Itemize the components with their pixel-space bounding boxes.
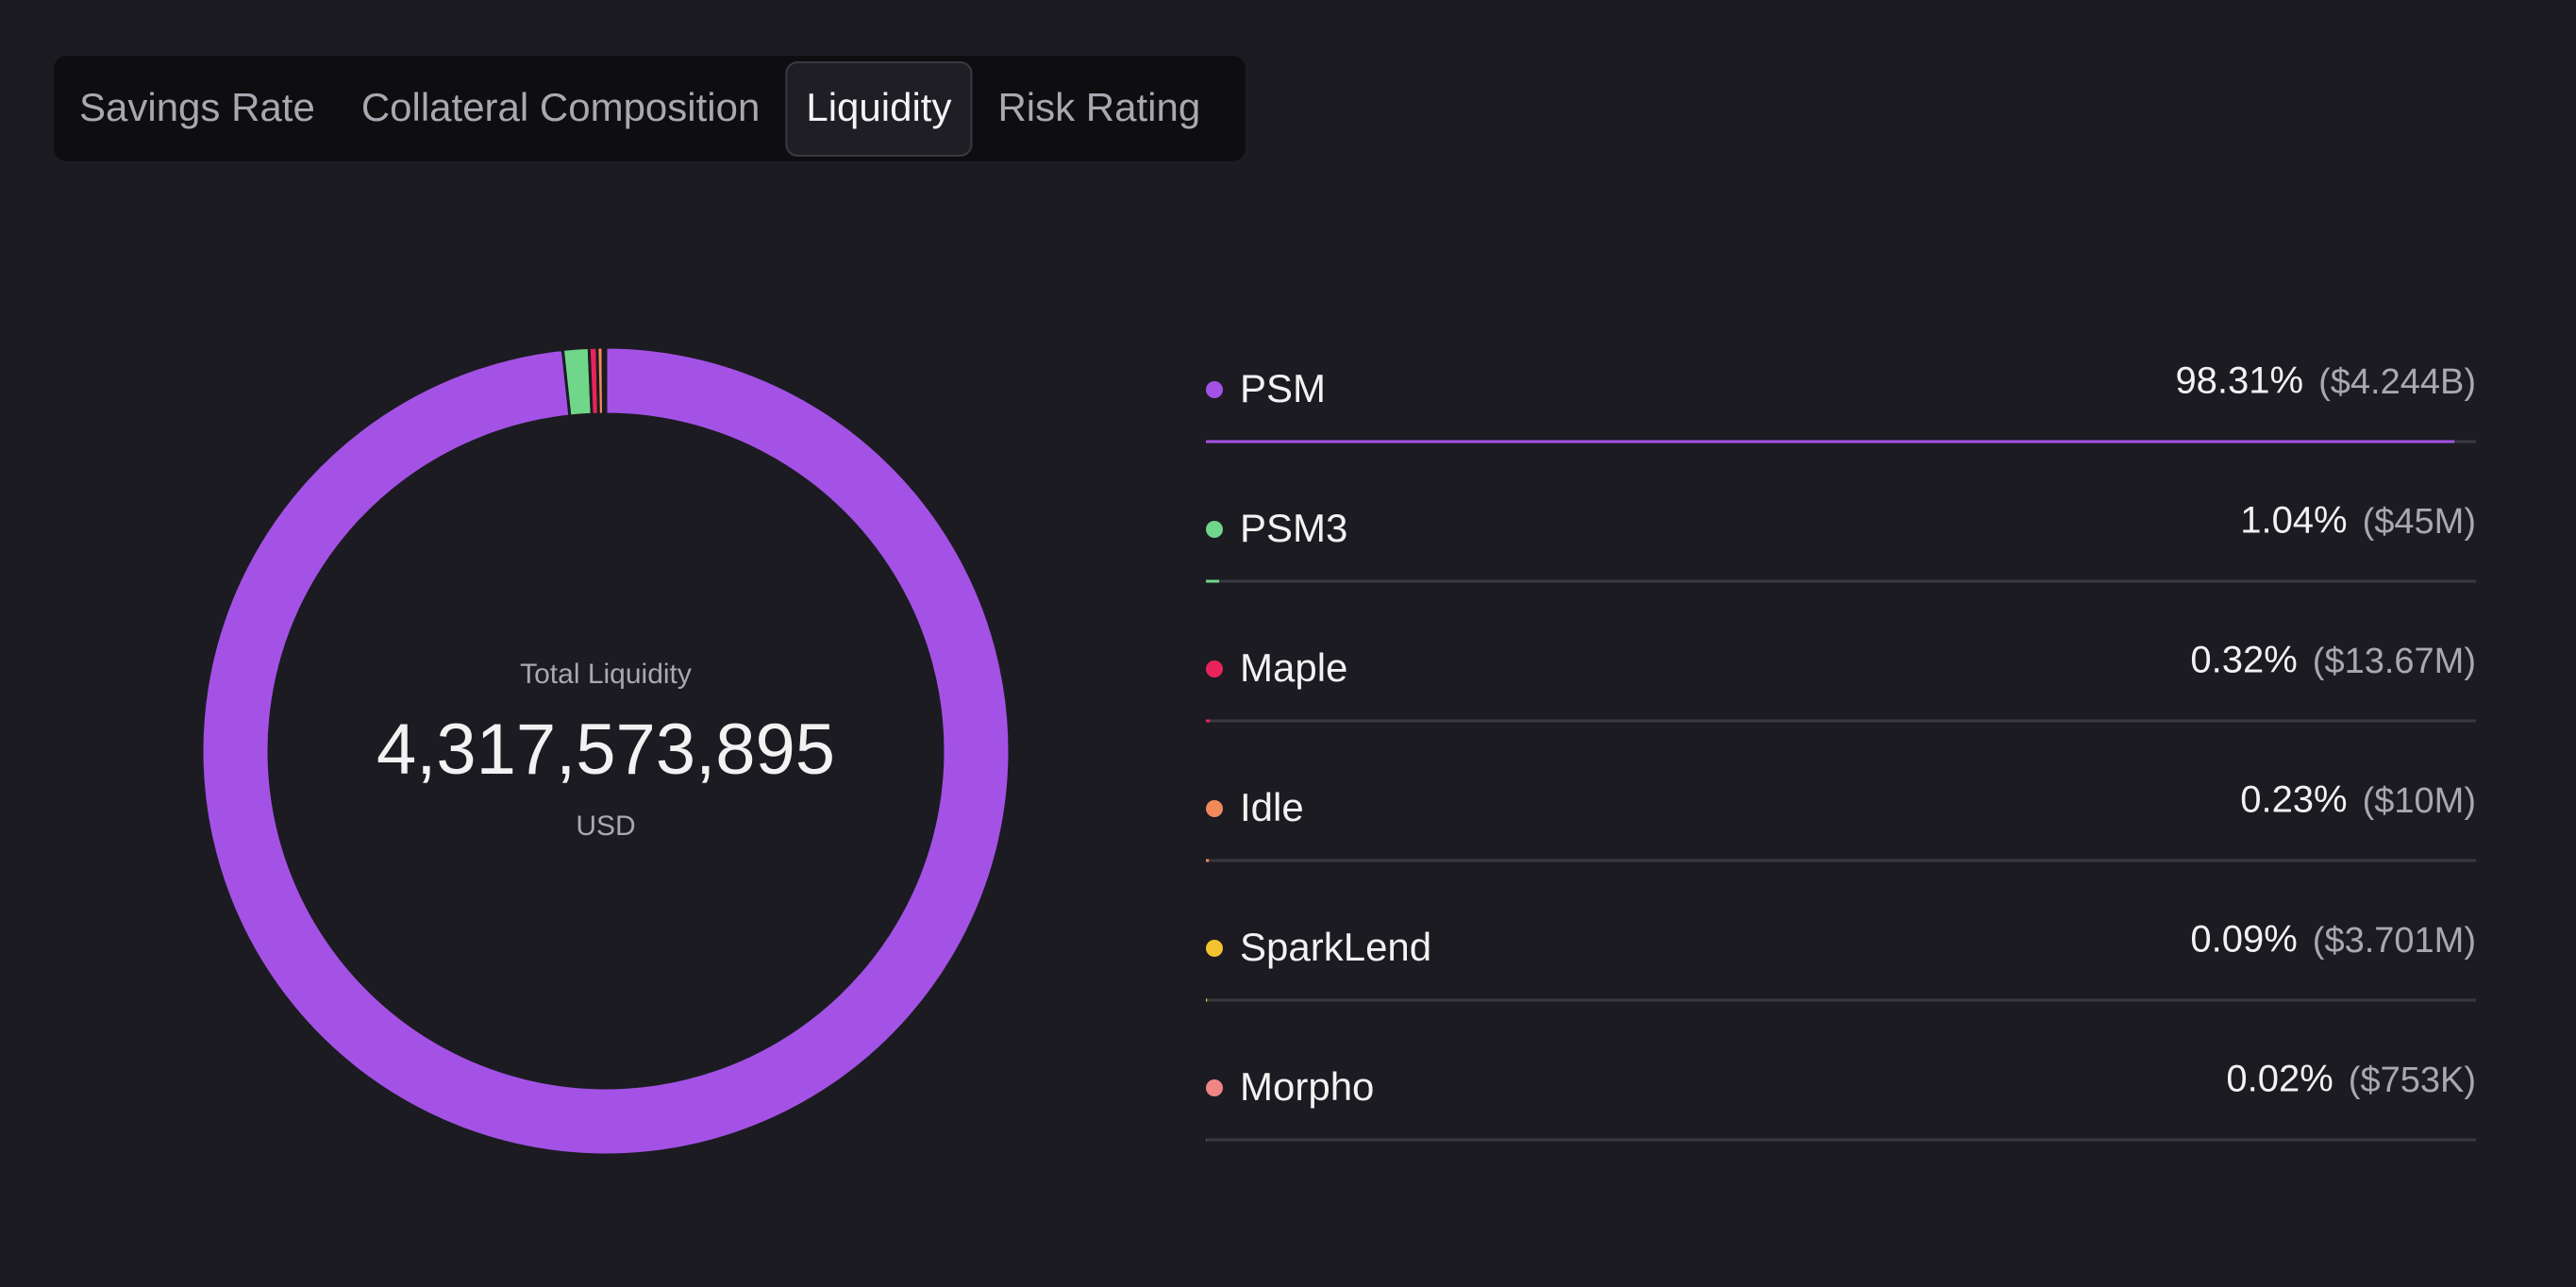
share-bar	[1206, 440, 2455, 443]
amount-label: ($10M)	[2363, 781, 2476, 821]
share-bar	[1206, 579, 1219, 583]
track	[1206, 579, 2476, 583]
legend-name: Maple	[1240, 645, 1347, 690]
donut-slice	[200, 345, 1012, 1157]
legend-dot	[1206, 660, 1223, 677]
center-label: Total Liquidity	[520, 659, 692, 690]
tab-label[interactable]: Liquidity	[806, 85, 951, 129]
amount-label: ($45M)	[2363, 502, 2476, 542]
legend-name: PSM3	[1240, 506, 1347, 550]
percent-label: 0.09%	[2190, 919, 2297, 961]
percent-label: 98.31%	[2175, 360, 2303, 402]
legend-name: Idle	[1240, 785, 1304, 829]
track	[1206, 1138, 2476, 1142]
amount-label: ($13.67M)	[2313, 642, 2476, 681]
legend-list: PSM ($4.244B) 98.31% PSM3 ($45M) 1.04% Maple ($…	[1206, 360, 2476, 1142]
tabs: Savings Rate Collateral Composition Liquid…	[79, 61, 1200, 157]
center-value: 4,317,573,895	[376, 710, 835, 790]
center-unit: USD	[576, 811, 635, 842]
tab-label[interactable]: Savings Rate	[79, 85, 315, 129]
share-bar	[1206, 859, 1210, 862]
track	[1206, 998, 2476, 1002]
legend-dot	[1206, 1079, 1223, 1096]
percent-label: 0.23%	[2240, 779, 2347, 821]
share-bar	[1206, 719, 1211, 723]
donut-slice	[603, 345, 608, 416]
amount-label: ($4.244B)	[2318, 362, 2476, 402]
legend-name: SparkLend	[1240, 925, 1431, 969]
tab-label[interactable]: Collateral Composition	[361, 85, 761, 129]
legend-name: Morpho	[1240, 1064, 1374, 1109]
share-bar	[1206, 998, 1208, 1002]
active-tab	[785, 61, 973, 157]
legend-dot	[1206, 521, 1223, 538]
amount-label: ($753K)	[2349, 1061, 2476, 1100]
amount-label: ($3.701M)	[2313, 921, 2476, 961]
percent-label: 0.02%	[2226, 1059, 2333, 1100]
percent-label: 0.32%	[2190, 640, 2297, 681]
donut-chart	[200, 345, 1012, 1157]
legend-dot	[1206, 381, 1223, 398]
legend-dot	[1206, 800, 1223, 817]
percent-label: 1.04%	[2240, 500, 2347, 542]
tab-label[interactable]: Risk Rating	[997, 85, 1200, 129]
legend-dot	[1206, 940, 1223, 957]
track	[1206, 859, 2476, 862]
track	[1206, 719, 2476, 723]
legend-name: PSM	[1240, 366, 1326, 410]
